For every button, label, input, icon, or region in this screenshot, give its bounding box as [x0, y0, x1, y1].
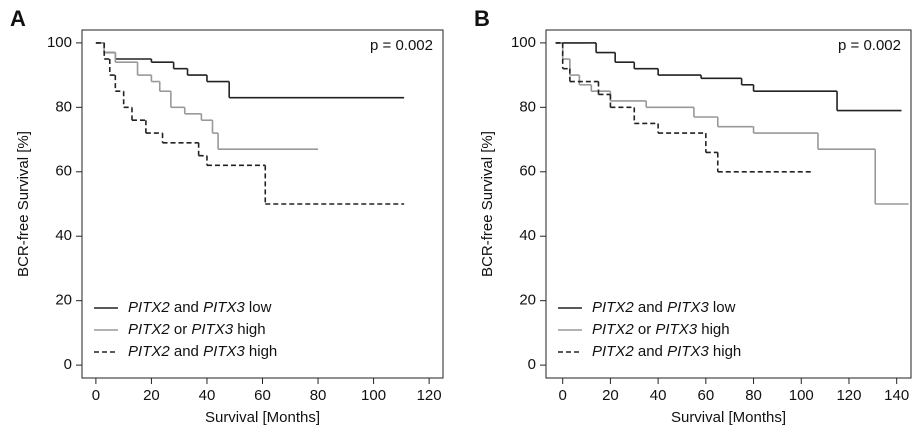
x-tick-label: 100 [361, 387, 386, 404]
y-tick-label: 40 [55, 227, 72, 244]
y-tick-label: 0 [64, 356, 72, 373]
x-tick-label: 100 [789, 387, 814, 404]
x-tick-label: 120 [836, 387, 861, 404]
p-value: p = 0.002 [370, 37, 433, 54]
panel-group: Bp = 0.002 0 20 40 60 80 100 120 140 0 20 40 60 80 100… [474, 6, 912, 426]
y-tick-label: 100 [47, 34, 72, 51]
x-tick-label: 40 [199, 387, 216, 404]
legend-label: PITX2 and PITX3 high [592, 343, 741, 360]
p-value: p = 0.002 [838, 37, 901, 54]
y-axis-title: BCR-free Survival [%] [479, 131, 496, 277]
x-tick-label: 0 [559, 387, 567, 404]
y-tick-label: 60 [519, 163, 536, 180]
x-tick-label: 20 [143, 387, 160, 404]
y-tick-label: 60 [55, 163, 72, 180]
legend-label: PITX2 and PITX3 high [128, 343, 277, 360]
legend-label: PITX2 or PITX3 high [592, 321, 730, 338]
y-tick-label: 40 [519, 227, 536, 244]
legend-label: PITX2 or PITX3 high [128, 321, 266, 338]
y-tick-label: 80 [519, 98, 536, 115]
panel-label: A [10, 6, 26, 31]
x-tick-label: 60 [697, 387, 714, 404]
y-tick-label: 20 [519, 292, 536, 309]
y-tick-label: 0 [528, 356, 536, 373]
x-tick-label: 20 [602, 387, 619, 404]
y-tick-label: 20 [55, 292, 72, 309]
legend-label: PITX2 and PITX3 low [592, 299, 736, 316]
x-tick-label: 80 [745, 387, 762, 404]
legend-label: PITX2 and PITX3 low [128, 299, 272, 316]
plot-frame [545, 29, 912, 379]
x-tick-label: 60 [254, 387, 271, 404]
y-tick-label: 80 [55, 98, 72, 115]
x-tick-label: 120 [417, 387, 442, 404]
x-tick-label: 0 [92, 387, 100, 404]
panel-label: B [474, 6, 490, 31]
panel-group: Ap = 0.002 0 20 40 60 80 100 120 0 20 40 60 80 100 Sur… [10, 6, 444, 426]
y-tick-label: 100 [511, 34, 536, 51]
x-axis-title: Survival [Months] [205, 409, 320, 426]
x-tick-label: 140 [884, 387, 909, 404]
x-tick-label: 80 [310, 387, 327, 404]
y-axis-title: BCR-free Survival [%] [15, 131, 32, 277]
x-axis-title: Survival [Months] [671, 409, 786, 426]
x-tick-label: 40 [650, 387, 667, 404]
